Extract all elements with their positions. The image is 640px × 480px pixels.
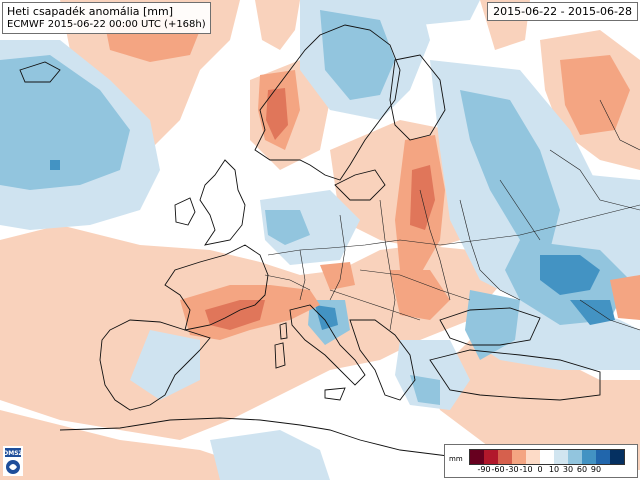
- wet-anomaly-strong: [50, 160, 615, 330]
- legend-swatch: [582, 450, 596, 464]
- legend-tick-label: -90: [477, 465, 491, 474]
- coastlines: [19, 24, 601, 461]
- legend-tick-label: -60: [491, 465, 505, 474]
- legend-swatch: [484, 450, 498, 464]
- legend-swatch: [512, 450, 526, 464]
- map-title-box: Heti csapadék anomália [mm] ECMWF 2015-0…: [2, 2, 211, 34]
- legend-tick-label: -10: [519, 465, 533, 474]
- legend-swatch: [498, 450, 512, 464]
- wet-anomaly-mid: [0, 10, 630, 405]
- svg-text:OMSZ: OMSZ: [3, 450, 23, 457]
- legend-swatch: [596, 450, 610, 464]
- country-borders: [264, 99, 640, 331]
- legend-swatch: [554, 450, 568, 464]
- legend-swatch: [540, 450, 554, 464]
- legend-tick-labels: -90 -60 -30 -10 0 10 30 60 90: [469, 465, 639, 475]
- legend-tick-label: 10: [548, 465, 560, 474]
- legend-swatch: [568, 450, 582, 464]
- dry-anomaly-deep: [205, 88, 435, 330]
- legend-tick-label: 90: [590, 465, 602, 474]
- legend-tick-label: 60: [576, 465, 588, 474]
- legend-swatch: [526, 450, 540, 464]
- legend-tick-label: -30: [505, 465, 519, 474]
- map-subtitle: ECMWF 2015-06-22 00:00 UTC (+168h): [7, 19, 206, 30]
- legend-swatch: [470, 450, 484, 464]
- date-range: 2015-06-22 - 2015-06-28: [487, 2, 638, 21]
- legend-swatch: [610, 450, 624, 464]
- omsz-logo: OMSZ: [3, 446, 24, 476]
- legend-tick-label: 0: [537, 465, 543, 474]
- map-title: Heti csapadék anomália [mm]: [7, 5, 174, 18]
- legend-colorbar: [469, 449, 625, 465]
- legend-tick-label: 30: [562, 465, 574, 474]
- color-legend: mm -90 -60 -30 -10 0 10 30 60 90: [444, 444, 638, 478]
- legend-unit: mm: [449, 455, 463, 463]
